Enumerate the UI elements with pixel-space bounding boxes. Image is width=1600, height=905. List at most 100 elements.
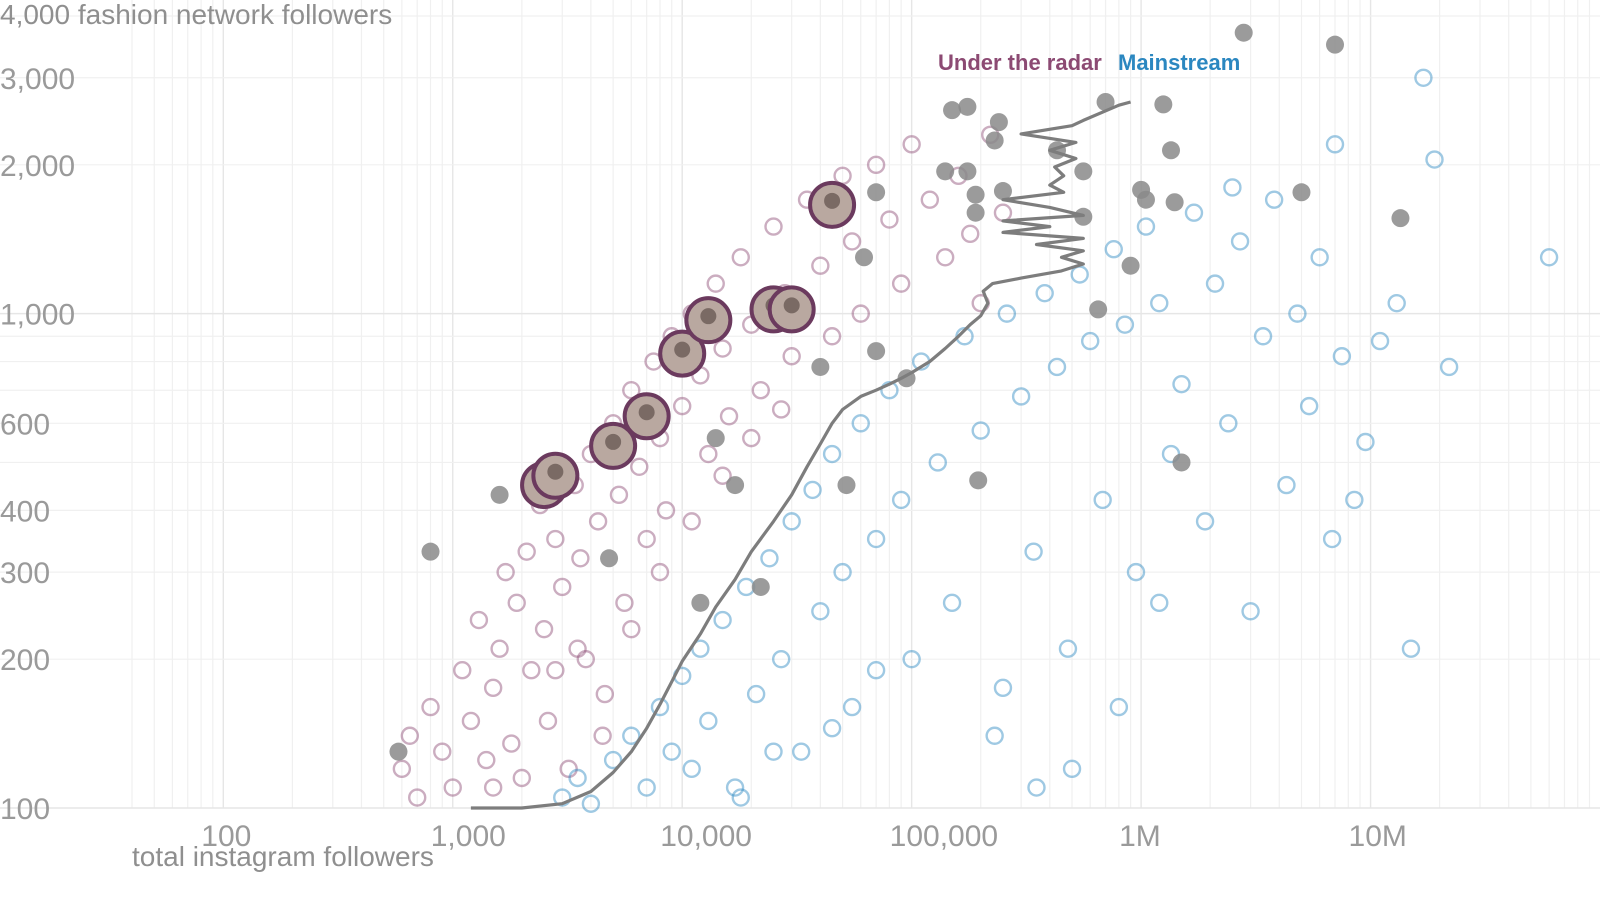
y-tick-label: 400 [0, 495, 50, 528]
legend: Under the radar Mainstream [938, 50, 1240, 75]
data-point-gray [1132, 180, 1151, 199]
data-point-mainstream [1425, 150, 1444, 169]
data-point-gray [966, 185, 985, 204]
data-point-under-the-radar [477, 750, 496, 770]
data-point-under-the-radar [571, 549, 590, 568]
data-point-under-the-radar [935, 248, 955, 267]
data-point-mainstream [699, 711, 718, 731]
data-point-under-the-radar [588, 512, 608, 531]
data-point-under-the-radar [842, 232, 862, 251]
data-point-under-the-radar [534, 619, 554, 639]
data-point-mainstream [1070, 265, 1089, 284]
data-point-gray [837, 476, 856, 495]
data-point-mainstream [662, 742, 681, 761]
data-point-under-the-radar [433, 742, 452, 761]
data-point-mainstream [1264, 190, 1284, 209]
data-point-mainstream [997, 304, 1017, 323]
x-tick-label: 1M [1119, 820, 1161, 853]
y-tick-label: 300 [0, 557, 50, 590]
data-point-under-the-radar [507, 593, 526, 613]
data-point-under-the-radar [421, 697, 440, 717]
data-point-under-the-radar [502, 734, 521, 753]
account-avatar-icon [674, 341, 691, 358]
data-point-mainstream [1172, 374, 1191, 394]
legend-mainstream: Mainstream [1118, 50, 1240, 75]
data-point-under-the-radar [546, 660, 565, 680]
data-point-mainstream [1288, 304, 1307, 323]
data-point-mainstream [891, 490, 911, 510]
data-point-under-the-radar [538, 711, 558, 731]
legend-under-the-radar: Under the radar [938, 50, 1102, 75]
data-point-mainstream [1195, 512, 1215, 531]
data-point-mainstream [993, 678, 1013, 698]
data-point-mainstream [622, 726, 641, 745]
data-point-mainstream [1230, 232, 1250, 251]
data-point-gray [958, 162, 977, 181]
median-line-layer [470, 100, 1132, 810]
data-point-under-the-radar [782, 347, 801, 366]
data-point-gray [490, 485, 509, 504]
data-point-mainstream [1310, 248, 1329, 267]
data-point-under-the-radar [742, 428, 761, 448]
data-point-mainstream [682, 759, 701, 779]
data-point-under-the-radar [751, 381, 770, 400]
data-point-mainstream [746, 684, 766, 704]
data-point-mainstream [1277, 475, 1296, 495]
x-tick-label: 100,000 [890, 820, 998, 853]
data-point-under-the-radar [453, 660, 472, 680]
data-point-mainstream [1109, 697, 1129, 717]
data-point-gray [751, 577, 770, 596]
data-point-mainstream [731, 788, 750, 807]
data-point-gray [966, 203, 985, 222]
data-point-under-the-radar [731, 248, 750, 267]
data-point-gray [1154, 95, 1173, 114]
data-point-mainstream [880, 381, 899, 400]
data-point-mainstream [822, 444, 842, 464]
data-point-mainstream [971, 421, 990, 440]
data-point-mainstream [1126, 562, 1146, 582]
data-point-under-the-radar [656, 501, 676, 520]
data-point-under-the-radar [902, 135, 921, 154]
data-point-mainstream [791, 742, 811, 761]
data-point-mainstream [803, 480, 822, 500]
data-point-gray [936, 162, 955, 181]
data-point-under-the-radar [392, 759, 412, 779]
data-point-mainstream [985, 726, 1004, 745]
data-point-mainstream [1047, 357, 1067, 377]
data-point-under-the-radar [891, 274, 911, 293]
data-point-gray [1074, 162, 1093, 181]
data-point-mainstream [1104, 240, 1123, 259]
data-point-mainstream [1387, 293, 1406, 313]
data-point-mainstream [713, 610, 732, 630]
data-point-mainstream [782, 512, 801, 531]
data-point-mainstream [771, 649, 791, 669]
data-point-under-the-radar [713, 339, 732, 358]
data-point-under-the-radar [706, 274, 725, 293]
data-point-mainstream [1115, 315, 1135, 334]
data-point-mainstream [833, 562, 852, 582]
y-tick-label: 1,000 [0, 299, 75, 332]
data-point-mainstream [1184, 203, 1204, 222]
data-point-mainstream [650, 697, 670, 717]
data-point-mainstream [928, 453, 947, 472]
data-point-mainstream [1325, 135, 1345, 154]
data-point-gray [389, 742, 408, 761]
data-point-mainstream [1356, 432, 1375, 452]
data-point-mainstream [760, 549, 779, 568]
data-point-gray [1234, 23, 1253, 42]
data-point-under-the-radar [822, 327, 842, 346]
data-point-under-the-radar [851, 304, 870, 323]
data-point-under-the-radar [630, 457, 649, 476]
data-point-gray [1096, 92, 1115, 111]
data-point-under-the-radar [771, 400, 791, 419]
data-point-mainstream [1219, 414, 1238, 433]
data-point-mainstream [1439, 357, 1459, 377]
data-point-mainstream [1062, 759, 1082, 779]
data-point-mainstream [1024, 542, 1043, 561]
account-avatar-icon [783, 297, 800, 314]
data-point-mainstream [1345, 490, 1364, 510]
data-point-under-the-radar [595, 684, 615, 704]
data-point-mainstream [1253, 327, 1273, 346]
data-point-under-the-radar [559, 759, 578, 779]
